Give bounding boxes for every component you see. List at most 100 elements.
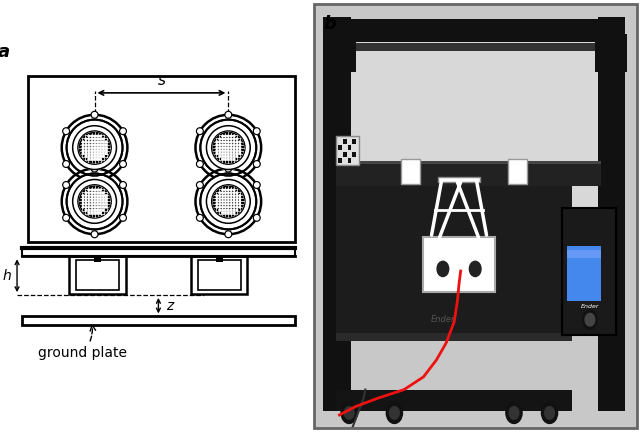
Bar: [323, 43, 625, 51]
Circle shape: [102, 152, 104, 154]
Circle shape: [88, 189, 90, 191]
Circle shape: [225, 165, 232, 172]
Circle shape: [236, 192, 237, 194]
Circle shape: [226, 232, 230, 236]
Circle shape: [219, 138, 221, 140]
Circle shape: [85, 209, 87, 211]
Circle shape: [102, 192, 104, 194]
Circle shape: [216, 200, 218, 202]
Circle shape: [239, 152, 241, 154]
Circle shape: [91, 158, 93, 160]
Circle shape: [196, 181, 204, 188]
Circle shape: [387, 402, 403, 423]
Circle shape: [236, 152, 237, 154]
Circle shape: [88, 212, 90, 214]
Circle shape: [102, 144, 104, 146]
Circle shape: [221, 156, 223, 157]
Circle shape: [88, 141, 90, 143]
Circle shape: [225, 147, 227, 149]
Circle shape: [91, 212, 93, 214]
Circle shape: [253, 181, 260, 188]
Circle shape: [233, 189, 235, 191]
Circle shape: [216, 144, 218, 146]
Bar: [76, 260, 119, 290]
Circle shape: [225, 200, 227, 202]
Circle shape: [97, 138, 99, 140]
Circle shape: [93, 158, 95, 160]
Circle shape: [93, 135, 95, 137]
Circle shape: [93, 149, 95, 151]
Circle shape: [92, 177, 98, 184]
Circle shape: [83, 144, 84, 146]
Circle shape: [225, 198, 227, 200]
Circle shape: [545, 407, 554, 419]
Circle shape: [83, 200, 84, 202]
Circle shape: [88, 203, 90, 205]
Circle shape: [88, 158, 90, 160]
Circle shape: [230, 141, 232, 143]
Circle shape: [230, 209, 232, 211]
Circle shape: [92, 178, 97, 183]
Circle shape: [88, 138, 90, 140]
Circle shape: [99, 206, 101, 208]
Bar: [198, 260, 241, 290]
Circle shape: [212, 131, 245, 164]
Bar: [28, 76, 295, 242]
Circle shape: [225, 158, 227, 160]
Circle shape: [216, 195, 218, 197]
Circle shape: [88, 149, 90, 151]
Circle shape: [91, 203, 93, 205]
Circle shape: [230, 135, 232, 137]
Circle shape: [207, 126, 250, 169]
Circle shape: [225, 177, 232, 184]
Circle shape: [221, 189, 223, 191]
Circle shape: [230, 198, 232, 200]
Bar: [22, 248, 295, 257]
Circle shape: [64, 183, 68, 187]
Circle shape: [105, 141, 107, 143]
Bar: [563, 207, 616, 334]
Circle shape: [120, 128, 126, 134]
Circle shape: [239, 195, 241, 197]
Circle shape: [97, 195, 99, 197]
Circle shape: [59, 112, 131, 184]
Bar: [336, 163, 601, 186]
Circle shape: [227, 192, 229, 194]
Circle shape: [236, 195, 237, 197]
Circle shape: [105, 144, 107, 146]
Bar: [216, 257, 222, 295]
Circle shape: [97, 212, 99, 214]
Circle shape: [213, 186, 243, 216]
Circle shape: [225, 231, 232, 238]
Circle shape: [233, 212, 235, 214]
Circle shape: [253, 161, 260, 167]
Circle shape: [85, 192, 87, 194]
Circle shape: [225, 149, 227, 151]
Circle shape: [102, 206, 104, 208]
Circle shape: [99, 198, 101, 200]
Circle shape: [233, 149, 235, 151]
Circle shape: [99, 144, 101, 146]
Circle shape: [102, 156, 104, 157]
Circle shape: [99, 189, 101, 191]
Circle shape: [227, 209, 229, 211]
Circle shape: [85, 147, 87, 149]
Circle shape: [121, 183, 125, 187]
Bar: [336, 178, 572, 334]
Circle shape: [227, 203, 229, 205]
Circle shape: [230, 144, 232, 146]
Circle shape: [93, 147, 95, 149]
Bar: [401, 159, 420, 184]
Circle shape: [93, 138, 95, 140]
Circle shape: [91, 152, 93, 154]
Circle shape: [390, 407, 399, 419]
Circle shape: [121, 216, 125, 220]
Circle shape: [91, 138, 93, 140]
Circle shape: [102, 198, 104, 200]
Circle shape: [85, 156, 87, 157]
Bar: [216, 257, 223, 262]
Circle shape: [253, 214, 260, 221]
Circle shape: [99, 200, 101, 202]
Text: r: r: [102, 178, 108, 192]
Circle shape: [83, 206, 84, 208]
